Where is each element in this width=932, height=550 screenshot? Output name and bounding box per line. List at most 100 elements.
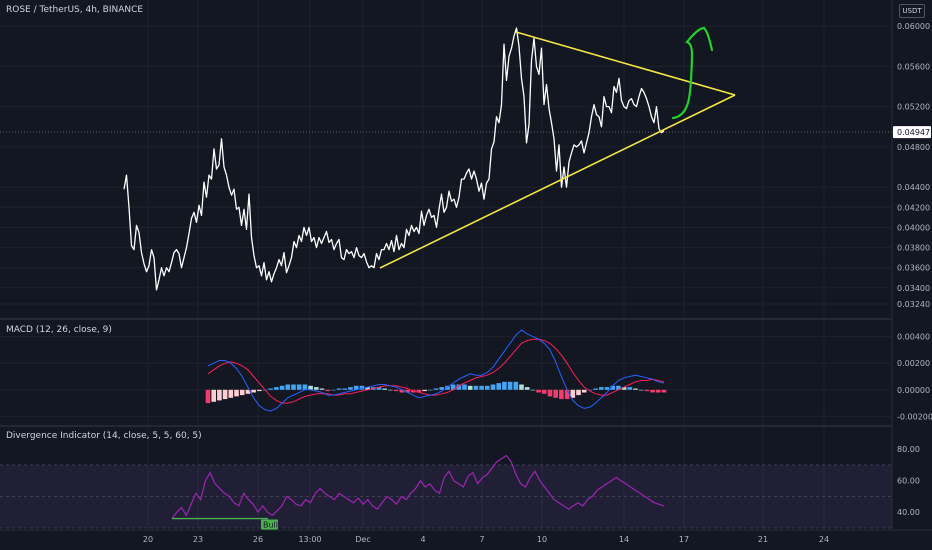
time-tick-label: 20	[143, 535, 153, 544]
breakout-arrow-drawing[interactable]	[671, 26, 714, 120]
macd-histogram-bar	[507, 381, 513, 390]
price-tick-label: 0.03600	[897, 264, 930, 273]
macd-histogram-bar	[217, 389, 222, 401]
macd-histogram-bar	[621, 387, 627, 390]
macd-histogram-bar	[274, 387, 279, 390]
macd-histogram-bar	[239, 389, 245, 396]
macd-histogram-bar	[228, 389, 234, 398]
price-tick-label: 0.04200	[897, 203, 930, 212]
macd-histogram-bar	[559, 389, 564, 400]
macd-histogram-bar	[342, 388, 348, 390]
time-tick-label: 17	[679, 535, 689, 544]
divergence-rsi-line	[171, 454, 665, 519]
price-tick-label: 0.03800	[897, 244, 930, 253]
macd-histogram-bar	[656, 389, 661, 393]
macd-histogram-bar	[428, 389, 433, 391]
macd-histogram-bar	[331, 389, 336, 391]
macd-histogram-bar	[570, 389, 576, 398]
macd-histogram-bar	[604, 387, 610, 390]
macd-histogram-bar	[593, 388, 598, 390]
macd-histogram-bar	[439, 387, 444, 390]
divergence-tick-label: 40.00	[897, 508, 920, 517]
triangle-upper-trendline[interactable]	[515, 31, 736, 96]
macd-histogram-bar	[456, 384, 462, 390]
symbol-title: ROSE / TetherUS, 4h, BINANCE	[6, 5, 144, 15]
macd-histogram-bar	[650, 389, 655, 393]
macd-histogram-bar	[530, 389, 536, 391]
time-tick-label: 14	[619, 535, 629, 544]
bull-badge	[261, 519, 278, 530]
macd-histogram-bar	[462, 384, 467, 390]
macd-histogram-bar	[502, 381, 507, 390]
currency-button[interactable]: USDT	[899, 4, 925, 18]
macd-histogram-bar	[445, 385, 450, 390]
macd-histogram-bar	[627, 387, 633, 390]
bull-badge-label: Bull	[263, 521, 278, 530]
macd-histogram-bar	[336, 388, 342, 390]
macd-histogram-bar	[211, 389, 216, 402]
price-series-line	[123, 27, 665, 291]
macd-histogram-bar	[524, 387, 530, 390]
macd-histogram-bar	[433, 388, 439, 390]
macd-histogram-bar	[257, 389, 262, 392]
time-tick-label: 7	[479, 535, 484, 544]
time-tick-label: 21	[758, 535, 768, 544]
macd-histogram-bar	[388, 389, 393, 391]
divergence-tick-label: 80.00	[897, 445, 920, 454]
macd-histogram-bar	[399, 389, 405, 393]
price-tick-label: 0.04000	[897, 223, 930, 232]
macd-histogram-bar	[319, 388, 325, 390]
macd-histogram-bar	[222, 389, 228, 400]
macd-histogram-bar	[348, 387, 353, 390]
macd-histogram-bar	[587, 389, 593, 391]
current-price-badge	[893, 126, 931, 139]
time-tick-label: Dec	[355, 535, 370, 544]
macd-line	[207, 329, 665, 412]
macd-histogram-bar	[576, 389, 581, 396]
macd-histogram-bar	[376, 387, 382, 390]
macd-histogram-bar	[473, 385, 479, 390]
macd-histogram-bar	[496, 383, 501, 390]
triangle-lower-trendline[interactable]	[379, 94, 736, 269]
macd-histogram-bar	[519, 384, 524, 390]
macd-histogram-bar	[245, 389, 251, 394]
macd-histogram-bar	[353, 385, 359, 390]
macd-histogram-bar	[234, 389, 239, 397]
time-tick-label: 26	[253, 535, 263, 544]
macd-histogram-bar	[314, 387, 319, 390]
macd-histogram-bar	[268, 388, 273, 390]
price-tick-label: 0.05200	[897, 103, 930, 112]
divergence-pane-title: Divergence Indicator (14, close, 5, 5, 6…	[6, 431, 202, 441]
series-layer: Bull	[123, 27, 667, 530]
macd-histogram-bar	[490, 384, 496, 390]
divergence-tick-label: 60.00	[897, 477, 920, 486]
macd-histogram-bar	[479, 385, 484, 390]
price-tick-label: 0.03240	[897, 300, 930, 309]
macd-histogram-bar	[325, 389, 330, 392]
macd-histogram-bar	[616, 385, 621, 390]
macd-histogram-bar	[599, 387, 604, 390]
macd-histogram-bar	[359, 385, 365, 390]
grid-layer	[0, 0, 892, 530]
macd-histogram-bar	[365, 387, 370, 390]
macd-histogram-bar	[644, 389, 650, 392]
macd-histogram-bar	[422, 389, 427, 392]
macd-pane-title: MACD (12, 26, close, 9)	[6, 325, 112, 335]
price-tick-label: 0.05600	[897, 62, 930, 71]
macd-histogram-bar	[302, 384, 308, 390]
macd-histogram-bar	[291, 384, 296, 390]
macd-histogram-bar	[205, 389, 211, 404]
macd-signal-line	[207, 338, 665, 404]
macd-histogram-bar	[553, 389, 558, 398]
macd-tick-label: 0.00200	[897, 359, 930, 368]
macd-histogram-bar	[308, 385, 313, 390]
macd-tick-label: 0.00000	[897, 386, 930, 395]
macd-histogram-bar	[450, 384, 456, 390]
macd-histogram-bar	[285, 384, 291, 390]
macd-histogram-bar	[382, 388, 387, 390]
macd-histogram-bar	[564, 389, 570, 400]
price-tick-label: 0.04800	[897, 143, 930, 152]
